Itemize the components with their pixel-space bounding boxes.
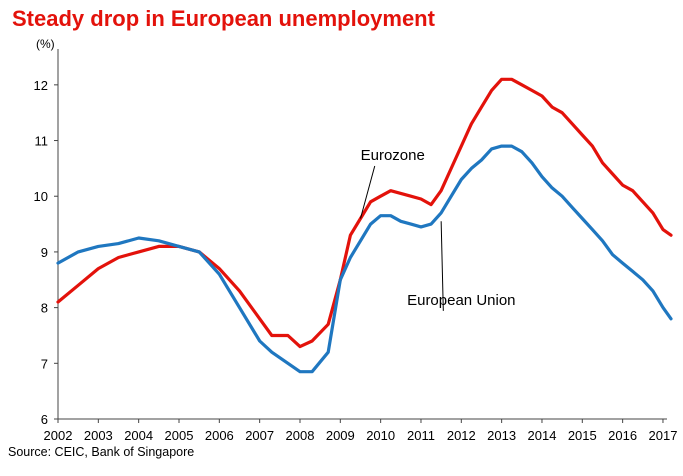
x-tick-label: 2011 (407, 428, 435, 443)
x-tick-label: 2014 (528, 428, 557, 443)
x-tick-label: 2003 (84, 428, 113, 443)
x-tick-label: 2009 (326, 428, 355, 443)
y-tick-label: 11 (35, 134, 49, 149)
x-tick-label: 2013 (487, 428, 516, 443)
source-note: Source: CEIC, Bank of Singapore (8, 445, 195, 459)
x-tick-label: 2017 (649, 428, 678, 443)
x-tick-label: 2015 (568, 428, 597, 443)
x-tick-label: 2016 (608, 428, 637, 443)
y-tick-label: 9 (41, 245, 48, 260)
y-unit-label: (%) (36, 37, 55, 51)
x-tick-label: 2010 (366, 428, 395, 443)
y-tick-label: 10 (34, 189, 48, 204)
x-tick-label: 2006 (205, 428, 234, 443)
series-line-eurozone (56, 77, 673, 349)
annotation-label-european-union: European Union (407, 292, 515, 309)
y-tick-label: 12 (34, 78, 48, 93)
x-tick-label: 2002 (44, 428, 73, 443)
x-tick-label: 2007 (245, 428, 274, 443)
y-tick-label: 6 (41, 412, 48, 427)
series-line-european-union (56, 144, 673, 374)
annotation-label-eurozone: Eurozone (361, 147, 425, 164)
y-tick-label: 8 (41, 301, 48, 316)
x-tick-label: 2005 (165, 428, 194, 443)
x-tick-label: 2012 (447, 428, 476, 443)
annotation-leader-eurozone (360, 165, 376, 219)
x-tick-label: 2008 (286, 428, 315, 443)
annotation-leader-european-union (440, 221, 444, 311)
x-tick-label: 2004 (124, 428, 153, 443)
chart-title: Steady drop in European unemployment (12, 6, 435, 31)
y-tick-label: 7 (41, 356, 48, 371)
